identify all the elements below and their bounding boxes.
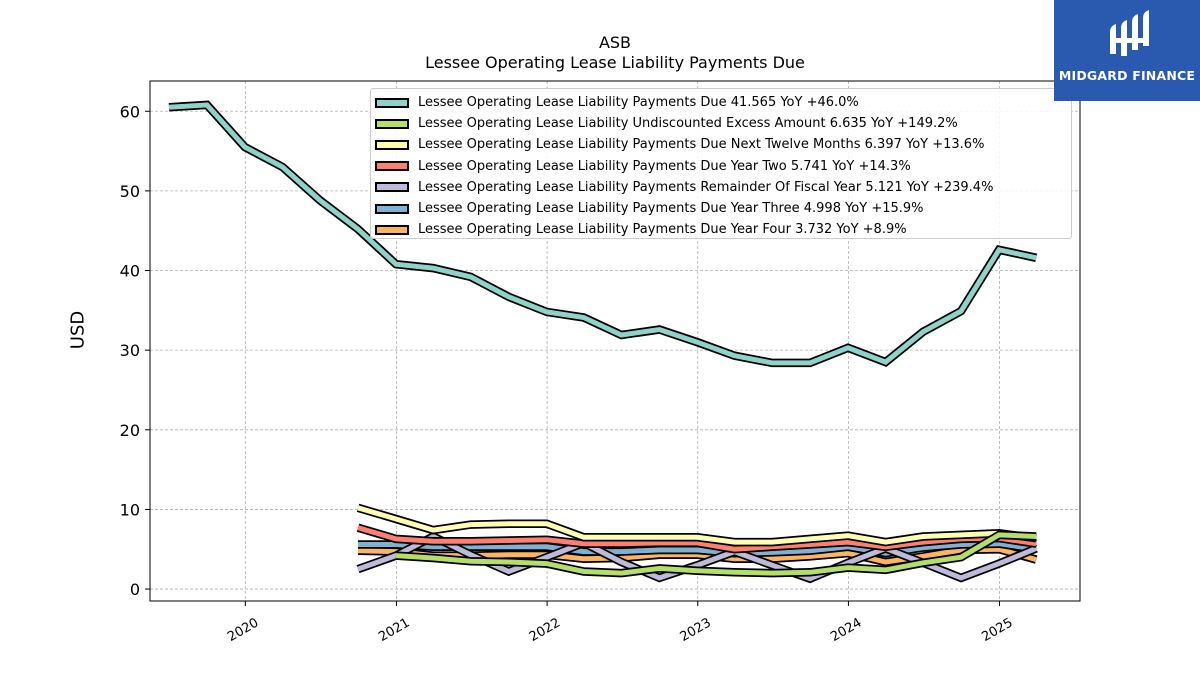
legend-swatch xyxy=(375,139,409,150)
x-tick-label: 2025 xyxy=(979,615,1015,645)
x-tick-label: 2024 xyxy=(828,615,864,645)
legend-swatch xyxy=(375,182,409,193)
legend: Lessee Operating Lease Liability Payment… xyxy=(370,88,1072,239)
y-axis-label: USD xyxy=(67,310,89,350)
legend-swatch xyxy=(375,118,409,129)
y-tick-label: 30 xyxy=(120,341,140,360)
series-stroke xyxy=(395,532,1037,576)
legend-label: Lessee Operating Lease Liability Undisco… xyxy=(418,116,958,132)
series-line xyxy=(168,100,1038,368)
series-stroke xyxy=(168,102,1037,366)
legend-label: Lessee Operating Lease Liability Payment… xyxy=(418,179,994,195)
y-tick-label: 40 xyxy=(120,262,140,281)
logo-text: MIDGARD FINANCE xyxy=(1058,68,1196,83)
series-line xyxy=(357,539,1037,558)
plot-frame xyxy=(149,80,1081,602)
legend-label: Lessee Operating Lease Liability Payment… xyxy=(418,95,859,111)
x-tick-label: 2022 xyxy=(527,615,563,645)
legend-swatch xyxy=(375,97,409,108)
legend-item: Lessee Operating Lease Liability Payment… xyxy=(375,177,1071,198)
y-tick-label: 0 xyxy=(130,580,140,599)
legend-swatch xyxy=(375,224,409,235)
x-tick-label: 2021 xyxy=(376,615,412,645)
y-tick-label: 50 xyxy=(120,182,140,201)
x-tick-label: 2020 xyxy=(225,615,261,645)
legend-label: Lessee Operating Lease Liability Payment… xyxy=(418,201,924,217)
series-layer xyxy=(168,100,1038,584)
legend-swatch xyxy=(375,203,409,214)
legend-swatch xyxy=(375,161,409,172)
chart-title: ASB xyxy=(598,33,632,52)
y-tick-label: 20 xyxy=(120,421,140,440)
legend-item: Lessee Operating Lease Liability Undisco… xyxy=(375,113,1071,134)
series-line xyxy=(395,530,1037,578)
chart-subtitle: Lessee Operating Lease Liability Payment… xyxy=(425,53,805,72)
legend-label: Lessee Operating Lease Liability Payment… xyxy=(418,137,985,153)
series-stroke xyxy=(357,505,1037,545)
legend-label: Lessee Operating Lease Liability Payment… xyxy=(418,222,907,238)
legend-label: Lessee Operating Lease Liability Payment… xyxy=(418,158,911,174)
logo-mark-icon xyxy=(1110,10,1149,56)
x-tick-label: 2023 xyxy=(678,615,714,645)
legend-item: Lessee Operating Lease Liability Payment… xyxy=(375,219,1071,240)
series-line xyxy=(356,523,1037,554)
legend-item: Lessee Operating Lease Liability Payment… xyxy=(375,134,1071,155)
brand-logo: MIDGARD FINANCE xyxy=(1054,0,1200,101)
legend-item: Lessee Operating Lease Liability Payment… xyxy=(375,156,1071,177)
y-tick-label: 60 xyxy=(120,102,140,121)
series-line xyxy=(356,503,1037,547)
legend-item: Lessee Operating Lease Liability Payment… xyxy=(375,92,1071,113)
legend-item: Lessee Operating Lease Liability Payment… xyxy=(375,198,1071,219)
y-tick-label: 10 xyxy=(120,500,140,519)
